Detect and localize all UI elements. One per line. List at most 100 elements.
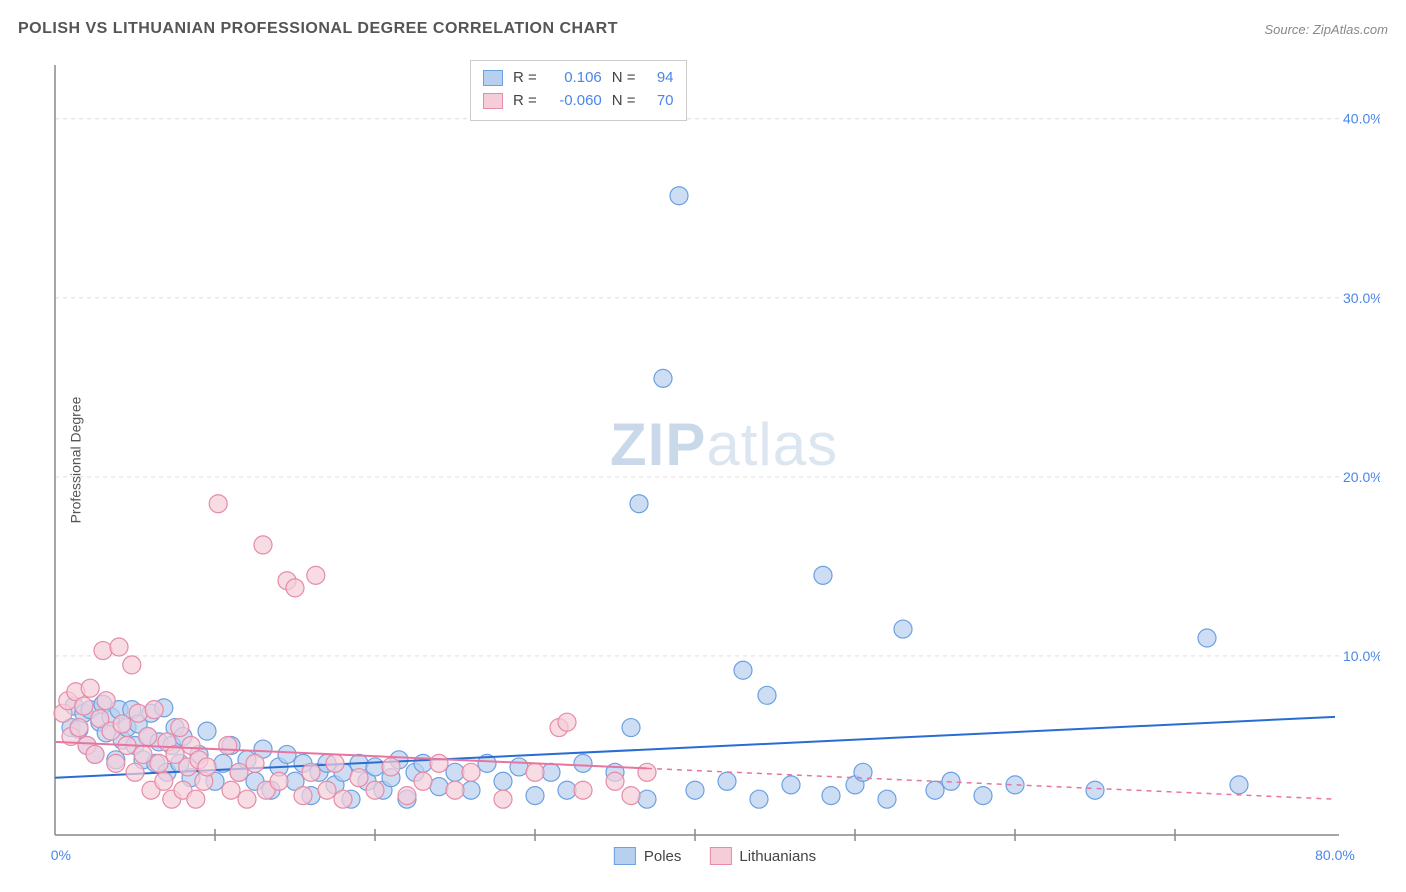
y-tick-label: 40.0% — [1343, 111, 1380, 127]
data-point-poles — [758, 686, 776, 704]
data-point-lithuanians — [334, 790, 352, 808]
legend-swatch-poles — [614, 847, 636, 865]
data-point-poles — [670, 187, 688, 205]
data-point-lithuanians — [198, 758, 216, 776]
data-point-lithuanians — [81, 679, 99, 697]
data-point-lithuanians — [150, 754, 168, 772]
data-point-poles — [686, 781, 704, 799]
data-point-poles — [926, 781, 944, 799]
data-point-lithuanians — [326, 754, 344, 772]
data-point-lithuanians — [254, 536, 272, 554]
legend-label-poles: Poles — [644, 848, 682, 865]
scatter-plot-svg: 10.0% 20.0% 30.0% 40.0% 0.0% 80.0% — [50, 55, 1380, 865]
data-point-poles — [430, 778, 448, 796]
data-point-lithuanians — [638, 763, 656, 781]
data-point-poles — [198, 722, 216, 740]
data-point-lithuanians — [134, 745, 152, 763]
stat-r-label: R = — [513, 90, 537, 113]
x-tick-label: 80.0% — [1315, 847, 1355, 863]
x-tick-label: 0.0% — [50, 847, 71, 863]
legend-label-lithuanians: Lithuanians — [739, 848, 816, 865]
swatch-poles — [483, 70, 503, 86]
stats-legend-box: R =0.106N =94R =-0.060N =70 — [470, 60, 687, 121]
stat-n-label: N = — [612, 67, 636, 90]
data-point-lithuanians — [219, 736, 237, 754]
source-prefix: Source: — [1264, 22, 1312, 37]
data-point-poles — [558, 781, 576, 799]
y-axis-label: Professional Degree — [67, 397, 83, 524]
y-tick-label: 10.0% — [1343, 648, 1380, 664]
data-point-poles — [894, 620, 912, 638]
stats-row-poles: R =0.106N =94 — [483, 67, 674, 90]
data-point-lithuanians — [462, 763, 480, 781]
data-point-poles — [542, 763, 560, 781]
data-point-lithuanians — [430, 754, 448, 772]
data-point-lithuanians — [366, 781, 384, 799]
data-point-lithuanians — [382, 758, 400, 776]
data-point-lithuanians — [113, 715, 131, 733]
data-point-lithuanians — [526, 763, 544, 781]
stats-row-lithuanians: R =-0.060N =70 — [483, 90, 674, 113]
data-point-lithuanians — [129, 704, 147, 722]
data-point-poles — [734, 661, 752, 679]
data-point-lithuanians — [70, 719, 88, 737]
data-point-poles — [526, 787, 544, 805]
data-point-poles — [622, 719, 640, 737]
data-point-lithuanians — [145, 701, 163, 719]
stat-r-value: -0.060 — [547, 90, 602, 113]
data-point-poles — [878, 790, 896, 808]
source-name: ZipAtlas.com — [1313, 22, 1388, 37]
data-point-lithuanians — [171, 719, 189, 737]
data-point-lithuanians — [318, 781, 336, 799]
data-point-poles — [822, 787, 840, 805]
data-point-poles — [494, 772, 512, 790]
source-attribution: Source: ZipAtlas.com — [1264, 22, 1388, 37]
data-point-poles — [630, 495, 648, 513]
data-point-poles — [814, 566, 832, 584]
data-point-poles — [462, 781, 480, 799]
data-point-lithuanians — [270, 772, 288, 790]
chart-area: Professional Degree 10.0% 20.0% 30.0% 40.0%… — [50, 55, 1380, 865]
stat-r-label: R = — [513, 67, 537, 90]
swatch-lithuanians — [483, 93, 503, 109]
data-point-lithuanians — [350, 769, 368, 787]
data-point-lithuanians — [446, 781, 464, 799]
data-point-poles — [718, 772, 736, 790]
data-point-lithuanians — [75, 697, 93, 715]
data-point-poles — [974, 787, 992, 805]
data-point-lithuanians — [139, 728, 157, 746]
data-point-poles — [1198, 629, 1216, 647]
data-point-lithuanians — [107, 754, 125, 772]
data-point-lithuanians — [97, 692, 115, 710]
data-point-lithuanians — [414, 772, 432, 790]
data-point-lithuanians — [187, 790, 205, 808]
legend-item-lithuanians: Lithuanians — [709, 847, 816, 865]
data-point-lithuanians — [558, 713, 576, 731]
data-point-lithuanians — [286, 579, 304, 597]
stat-r-value: 0.106 — [547, 67, 602, 90]
data-point-lithuanians — [238, 790, 256, 808]
data-point-poles — [750, 790, 768, 808]
data-point-lithuanians — [222, 781, 240, 799]
data-point-lithuanians — [230, 763, 248, 781]
data-point-poles — [510, 758, 528, 776]
data-point-lithuanians — [155, 772, 173, 790]
data-point-lithuanians — [126, 763, 144, 781]
bottom-legend: Poles Lithuanians — [614, 847, 816, 865]
y-tick-label: 20.0% — [1343, 469, 1380, 485]
data-point-poles — [414, 754, 432, 772]
data-point-lithuanians — [574, 781, 592, 799]
data-point-lithuanians — [307, 566, 325, 584]
data-point-poles — [366, 758, 384, 776]
data-point-lithuanians — [94, 642, 112, 660]
data-point-lithuanians — [86, 745, 104, 763]
y-tick-label: 30.0% — [1343, 290, 1380, 306]
data-point-poles — [782, 776, 800, 794]
data-point-lithuanians — [294, 787, 312, 805]
data-point-lithuanians — [209, 495, 227, 513]
data-point-poles — [574, 754, 592, 772]
legend-swatch-lithuanians — [709, 847, 731, 865]
data-point-poles — [446, 763, 464, 781]
data-point-lithuanians — [494, 790, 512, 808]
data-point-poles — [1086, 781, 1104, 799]
